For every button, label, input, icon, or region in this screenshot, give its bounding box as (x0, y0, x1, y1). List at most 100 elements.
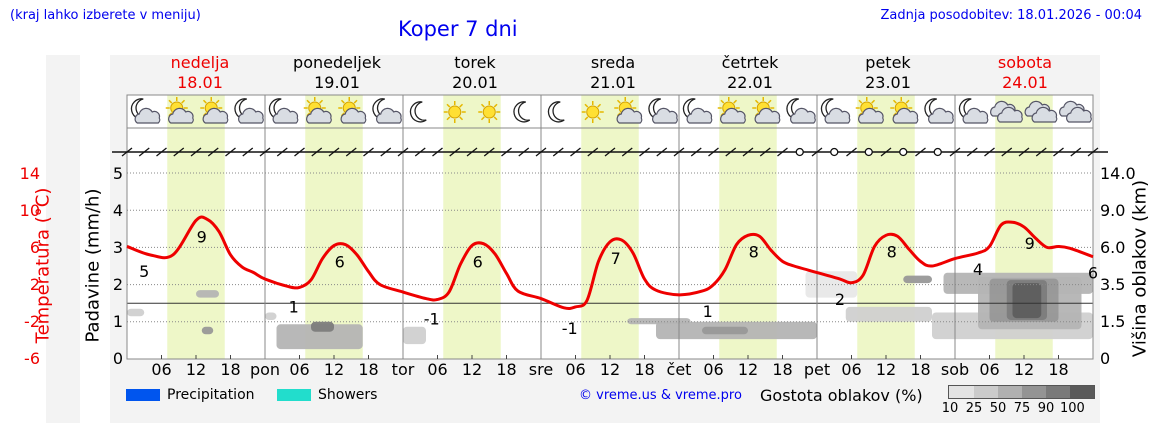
sun-cloud-icon (752, 97, 781, 124)
density-scale-50 (998, 385, 1022, 399)
x-tick-label: 18 (220, 360, 241, 379)
x-tick-label: 06 (427, 360, 448, 379)
cloud-shape (858, 107, 884, 124)
cloud-block (127, 308, 145, 317)
temperature-value-label: 4 (973, 260, 983, 279)
x-tick-label: sre (528, 360, 554, 379)
cloud-shape (962, 107, 989, 124)
sun-disc (482, 105, 496, 119)
wind-calm-marker (864, 147, 873, 157)
moon-icon (513, 101, 531, 123)
moon-cloud-icon (682, 98, 713, 124)
cloud-shape (928, 107, 954, 124)
showers-legend-swatch (277, 389, 311, 401)
wind-barb (432, 147, 443, 157)
sun-ray (215, 99, 220, 104)
wind-barb (880, 147, 892, 157)
sun-ray (597, 116, 602, 121)
wind-barb (1087, 147, 1099, 157)
cloud-block (265, 312, 277, 320)
cloud-block (311, 321, 334, 332)
sun-disc (586, 105, 600, 119)
cloud-height-tick: 6.0 (1100, 238, 1126, 257)
moon-shape (513, 101, 531, 123)
wind-barb (294, 147, 305, 157)
cloud-shape (238, 107, 264, 124)
x-tick-label: 12 (1013, 360, 1035, 379)
cloud-shape (997, 106, 1023, 123)
x-tick-label: 06 (979, 360, 1000, 379)
wind-barb (449, 147, 461, 157)
density-scale-25 (974, 385, 998, 399)
cloud-shape (134, 107, 161, 124)
day-date: 18.01 (177, 73, 223, 92)
cloud-shape (1066, 106, 1092, 123)
sun-ray (629, 99, 634, 104)
day-date: 20.01 (452, 73, 498, 92)
left-axis-strip (46, 55, 80, 423)
moon-cloud-icon (786, 98, 816, 124)
sun-ray (584, 103, 589, 108)
density-scale-90 (1046, 385, 1070, 399)
wind-barb (708, 147, 719, 157)
wind-barb (328, 147, 340, 157)
sun-ray (459, 103, 464, 108)
sun-ray (597, 103, 602, 108)
wind-barb (742, 147, 754, 157)
cloud-shape (892, 107, 919, 124)
gridlines (126, 94, 1094, 360)
x-tick-label: 18 (772, 360, 793, 379)
sun-ray (446, 103, 451, 108)
daylight-band (443, 95, 501, 359)
temperature-value-label: 6 (335, 253, 345, 272)
x-tick-label: 12 (599, 360, 621, 379)
x-tick-label: 12 (461, 360, 483, 379)
temperature-value-label: 5 (139, 262, 149, 281)
temperature-value-label: 9 (1025, 234, 1035, 253)
location-hint: (kraj lahko izberete v meniju) (10, 8, 201, 23)
sun-ray (306, 99, 311, 104)
wind-barb (690, 147, 702, 157)
day-name: sobota (997, 53, 1053, 72)
sun-ray (480, 103, 485, 108)
moon-shape (547, 101, 565, 123)
x-tick-label: pet (803, 360, 831, 379)
moon-icon (409, 101, 427, 123)
temperature-series (126, 215, 1094, 310)
cloud-shape (790, 107, 816, 124)
page-title: Koper 7 dni (398, 17, 518, 41)
sun-icon (478, 101, 501, 123)
cloud-block (702, 326, 748, 335)
density-scale-border (948, 385, 1095, 399)
wind-barb (311, 147, 323, 157)
x-tick-label: 06 (841, 360, 862, 379)
sun-ray (493, 116, 498, 121)
precip-tick: 0 (112, 349, 123, 368)
cloud-shape (652, 107, 678, 124)
density-scale-number: 90 (1037, 401, 1055, 416)
sun-ray (767, 99, 772, 104)
moon-shape (409, 101, 427, 123)
credit-link[interactable]: © vreme.us & vreme.pro (579, 388, 742, 403)
wind-barb (811, 147, 823, 157)
moon-cloud-icon (924, 98, 954, 124)
sun-ray (754, 99, 759, 104)
cloud-density-label: Gostota oblakov (%) (760, 386, 923, 405)
x-tick-label: 12 (323, 360, 345, 379)
wind-barb (639, 147, 650, 157)
temperature-line (126, 215, 1094, 310)
wind-barb (466, 147, 478, 157)
wind-barb (621, 147, 633, 157)
daylight-band (305, 95, 363, 359)
wind-barb (501, 147, 512, 157)
x-tick-label: 06 (289, 360, 310, 379)
sun-icon (443, 101, 466, 123)
wind-barb (966, 147, 978, 157)
precip-tick: 5 (112, 164, 123, 183)
cloud-shape (616, 107, 643, 124)
x-tick-label: 18 (910, 360, 931, 379)
density-scale-number: 75 (1013, 401, 1031, 416)
wind-barb (915, 147, 926, 157)
cloud-icon (1059, 100, 1092, 123)
wind-barb (242, 147, 254, 157)
